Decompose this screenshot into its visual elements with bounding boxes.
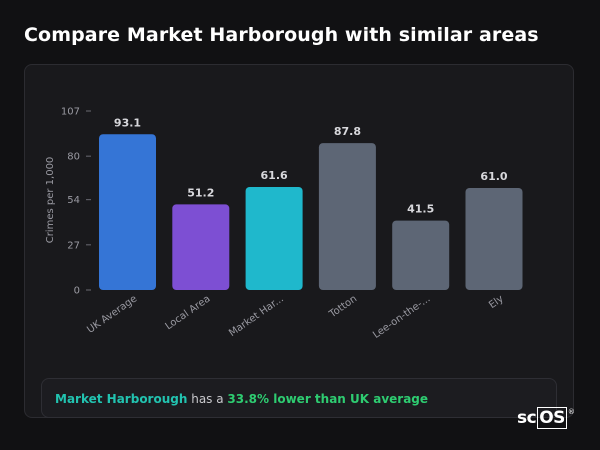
bar[interactable] <box>392 220 450 290</box>
bar-value-label: 61.0 <box>480 170 507 183</box>
x-tick-label: Ely <box>487 293 506 311</box>
bar-value-label: 51.2 <box>187 186 214 199</box>
x-axis: UK Average Local Area Market Har... Totton L… <box>85 293 505 341</box>
y-axis: 0 27 54 80 107 <box>61 107 91 297</box>
bar-value-label: 93.1 <box>114 116 141 129</box>
x-tick-label: UK Average <box>85 293 139 335</box>
x-tick-label: Totton <box>327 293 359 320</box>
bar-series <box>99 134 523 290</box>
bar-value-label: 87.8 <box>334 125 361 138</box>
y-axis-label: Crimes per 1,000 <box>45 157 56 244</box>
y-tick-label: 0 <box>74 286 80 297</box>
bar-value-label: 41.5 <box>407 203 434 216</box>
page-title: Compare Market Harborough with similar a… <box>24 24 539 46</box>
bar[interactable] <box>318 143 376 290</box>
callout-area-name: Market Harborough <box>55 392 188 406</box>
value-labels: 93.1 51.2 61.6 87.8 41.5 61.0 <box>114 116 508 215</box>
logo-prefix: sc <box>517 408 537 428</box>
x-tick-label: Market Har... <box>227 293 286 339</box>
bar[interactable] <box>465 187 523 290</box>
brand-logo: sc OS ® <box>517 407 575 429</box>
x-tick-label: Local Area <box>164 293 213 332</box>
callout-difference: 33.8% lower than UK average <box>227 392 429 406</box>
bar[interactable] <box>172 204 230 290</box>
bar-value-label: 61.6 <box>261 169 288 182</box>
logo-boxed: OS <box>537 407 567 429</box>
y-tick-label: 27 <box>67 240 80 251</box>
y-tick-label: 54 <box>67 195 80 206</box>
bar[interactable] <box>245 186 303 290</box>
x-tick-label: Lee-on-the-... <box>371 293 432 341</box>
callout-middle-text: has a <box>187 392 228 406</box>
comparison-callout: Market Harborough has a 33.8% lower than… <box>41 378 557 418</box>
logo-registered-mark: ® <box>567 408 575 416</box>
y-tick-label: 107 <box>61 107 80 118</box>
bar[interactable] <box>99 134 156 290</box>
y-tick-label: 80 <box>67 152 80 163</box>
